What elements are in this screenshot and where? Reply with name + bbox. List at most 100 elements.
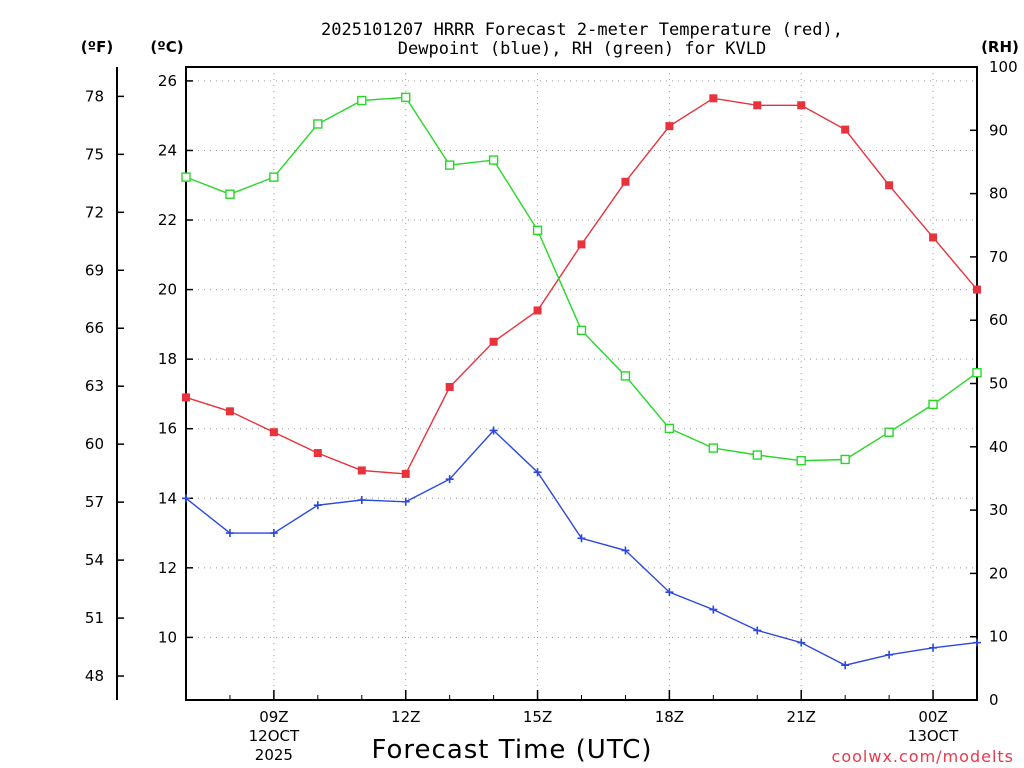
rh-point: [752, 450, 762, 460]
rh-point: [401, 92, 411, 103]
temperature-point: [797, 101, 806, 110]
rh-series: [181, 92, 982, 466]
rh-point: [225, 189, 235, 199]
rh-tick-label: 30: [989, 501, 1008, 519]
dewpoint-point: [225, 529, 234, 538]
x-tick-date: 13OCT: [908, 727, 959, 745]
c-tick-label: 14: [158, 489, 177, 507]
dewpoint-line: [185, 429, 978, 666]
c-tick-label: 24: [158, 141, 177, 159]
dewpoint-point: [401, 497, 410, 506]
dewpoint-point: [269, 529, 278, 538]
f-tick-label: 57: [85, 493, 104, 511]
temperature-point: [709, 94, 718, 103]
rh-point: [972, 368, 982, 378]
series: [181, 92, 982, 670]
rh-tick-label: 40: [989, 438, 1008, 456]
temperature-point: [313, 449, 322, 458]
f-tick-label: 66: [85, 319, 104, 337]
rh-tick-label: 100: [989, 58, 1018, 76]
f-tick-label: 78: [85, 87, 104, 105]
rh-point: [313, 119, 323, 129]
rh-tick-label: 50: [989, 375, 1008, 393]
rh-point: [444, 160, 455, 170]
rh-point: [357, 95, 367, 106]
dewpoint-point: [929, 643, 938, 652]
dewpoint-point: [665, 588, 674, 597]
dewpoint-point: [182, 494, 190, 503]
chart-title-line1: 2025101207 HRRR Forecast 2-meter Tempera…: [321, 20, 843, 40]
temperature-point: [753, 101, 762, 110]
dewpoint-point: [709, 605, 718, 614]
f-tick-label: 75: [85, 145, 104, 163]
temperature-point: [841, 125, 850, 134]
rh-point: [620, 371, 631, 381]
dewpoint-point: [357, 496, 366, 505]
dewpoint-point: [313, 501, 322, 510]
temperature-series: [182, 94, 981, 478]
temperature-point: [225, 407, 234, 416]
temperature-line: [185, 97, 978, 475]
rh-tick-label: 0: [989, 691, 999, 709]
dewpoint-point: [445, 475, 454, 484]
temperature-point: [182, 393, 190, 402]
axes: [116, 66, 978, 701]
temperature-point: [269, 428, 278, 437]
temperature-point: [445, 382, 454, 391]
temperature-point: [929, 233, 938, 242]
x-tick-label: 12Z: [391, 708, 420, 726]
plot-frame: [185, 66, 978, 701]
x-tick-date: 12OCT: [249, 727, 300, 745]
tick-labels: 10 12 14 16 18 20 22 24 26 48 51 54 57 60 63 66 69 72 75 78…: [85, 58, 1018, 764]
dewpoint-series: [182, 426, 981, 670]
temperature-point: [885, 181, 894, 190]
f-tick-label: 48: [85, 667, 104, 685]
f-tick-label: 51: [85, 609, 104, 627]
celsius-unit-label: (ºC): [150, 38, 183, 56]
temperature-point: [489, 337, 498, 346]
dewpoint-point: [577, 534, 586, 543]
rh-point: [532, 225, 543, 236]
rh-tick-label: 90: [989, 121, 1008, 139]
rh-tick-label: 80: [989, 185, 1008, 203]
dewpoint-point: [621, 546, 630, 555]
temperature-point: [665, 122, 674, 131]
rh-point: [664, 423, 675, 434]
dewpoint-point: [797, 638, 806, 647]
temperature-point: [401, 469, 410, 478]
rh-point: [928, 399, 938, 410]
rh-line: [185, 96, 978, 462]
x-tick-year: 2025: [255, 746, 293, 764]
f-tick-label: 69: [85, 261, 104, 279]
credit-text: coolwx.com/modelts: [832, 747, 1014, 766]
f-tick-label: 72: [85, 203, 104, 221]
rh-tick-label: 10: [989, 628, 1008, 646]
rh-point: [576, 325, 587, 336]
dewpoint-point: [973, 638, 981, 647]
dewpoint-point: [885, 650, 894, 659]
f-tick-label: 60: [85, 435, 104, 453]
f-tick-label: 63: [85, 377, 104, 395]
x-tick-label: 15Z: [523, 708, 552, 726]
c-tick-label: 20: [158, 281, 177, 299]
dewpoint-point: [533, 468, 542, 477]
fahrenheit-unit-label: (ºF): [81, 38, 113, 56]
rh-point: [488, 155, 499, 165]
c-tick-label: 18: [158, 350, 177, 368]
rh-tick-label: 20: [989, 564, 1008, 582]
rh-tick-label: 60: [989, 311, 1008, 329]
rh-point: [884, 427, 894, 437]
chart-title-line2: Dewpoint (blue), RH (green) for KVLD: [398, 39, 766, 59]
rh-unit-label: (RH): [981, 38, 1019, 56]
rh-point: [796, 456, 806, 466]
temperature-point: [973, 285, 981, 294]
temperature-point: [577, 240, 586, 249]
rh-point: [269, 172, 279, 182]
x-tick-label: 09Z: [259, 708, 288, 726]
dewpoint-point: [753, 626, 762, 635]
rh-point: [708, 443, 719, 453]
x-tick-label: 21Z: [787, 708, 816, 726]
c-tick-label: 12: [158, 559, 177, 577]
f-tick-label: 54: [85, 551, 104, 569]
